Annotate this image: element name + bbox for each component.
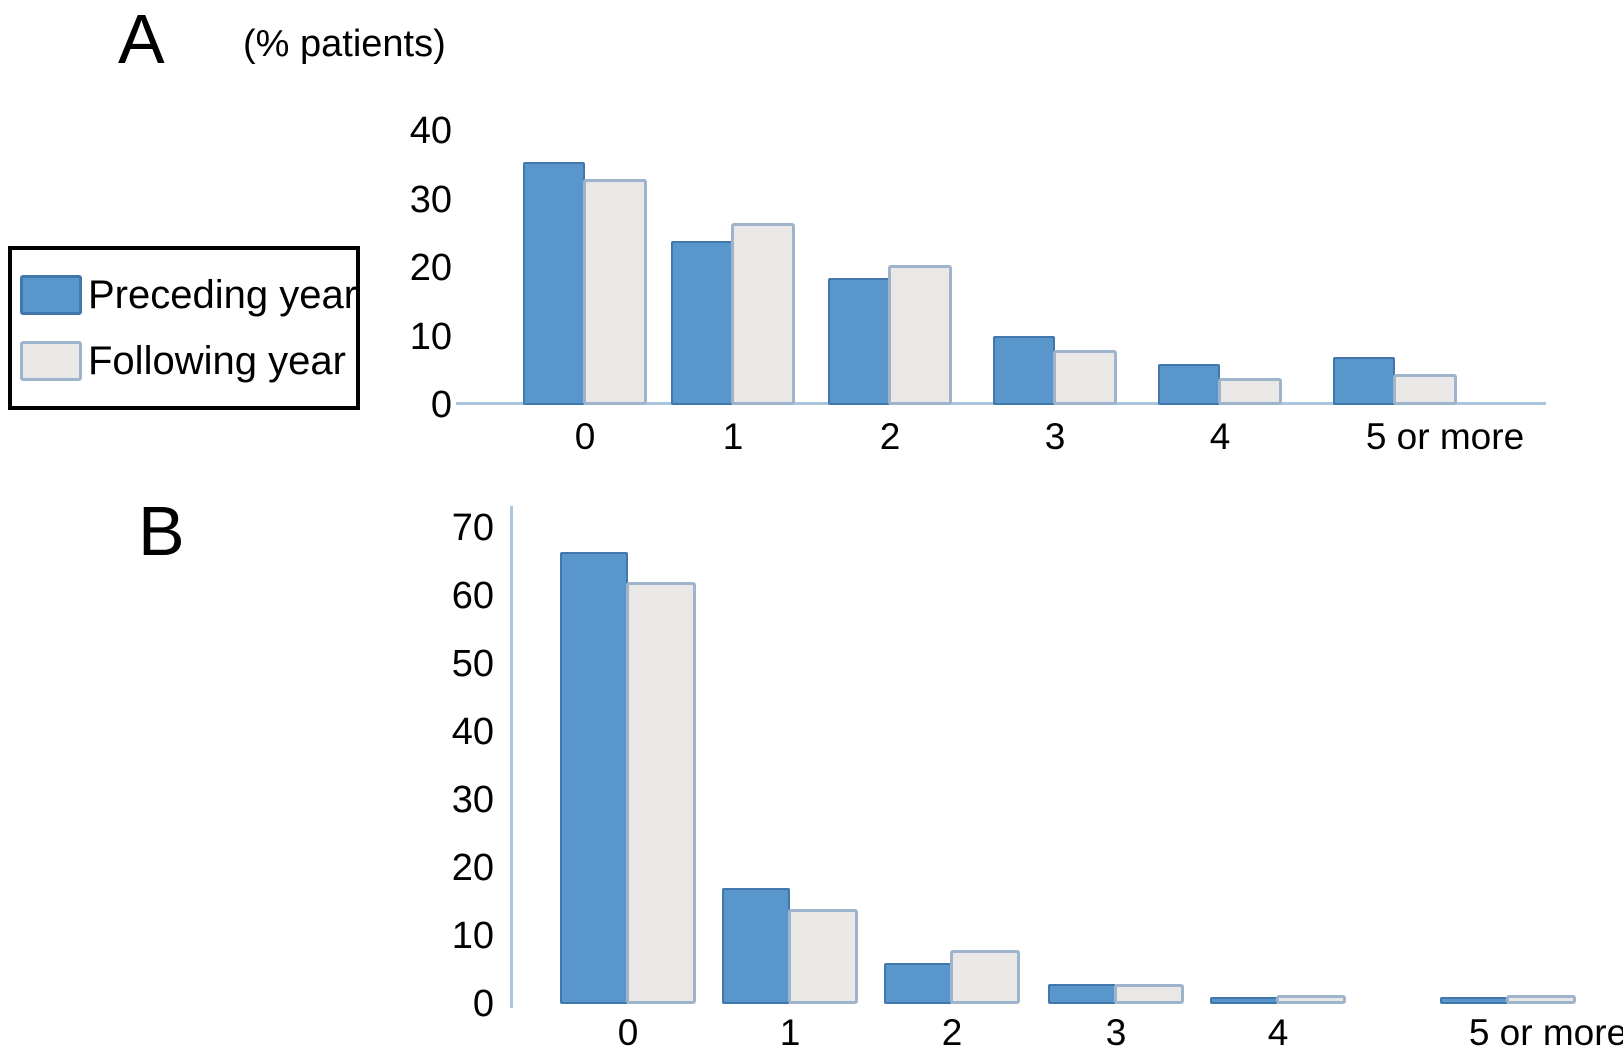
- legend-label-preceding-year: Preceding year: [88, 272, 358, 317]
- bar-preceding-year: [722, 888, 790, 1004]
- bar-following-year: [731, 223, 795, 405]
- legend-item-preceding-year: Preceding year: [20, 272, 358, 317]
- bar-preceding-year: [1440, 997, 1508, 1004]
- bar-following-year: [1393, 374, 1457, 405]
- bar-following-year: [788, 909, 858, 1004]
- y-tick-label: 0: [430, 384, 452, 426]
- y-tick-label: 60: [451, 575, 494, 617]
- bar-preceding-year: [884, 963, 952, 1004]
- y-tick-label: 30: [451, 779, 494, 821]
- bar-following-year: [1506, 995, 1576, 1004]
- panel-a-label: A: [118, 0, 166, 78]
- x-category-label: 0: [574, 416, 596, 457]
- y-tick-label: 20: [409, 247, 452, 289]
- bar-preceding-year: [1048, 984, 1116, 1004]
- x-category-label: 1: [779, 1012, 801, 1051]
- bar-following-year: [1218, 378, 1282, 405]
- bar-preceding-year: [523, 162, 585, 405]
- y-tick-label: 50: [451, 643, 494, 685]
- bar-preceding-year: [671, 241, 733, 405]
- preceding-year-swatch-icon: [20, 274, 82, 315]
- legend-item-following-year: Following year: [20, 339, 356, 383]
- bar-preceding-year: [560, 552, 628, 1004]
- bar-following-year: [1276, 995, 1346, 1004]
- y-tick-label: 40: [409, 110, 452, 152]
- bar-preceding-year: [1333, 357, 1395, 405]
- y-tick-label: 10: [451, 915, 494, 957]
- y-tick-label: 30: [409, 178, 452, 221]
- bar-preceding-year: [1210, 997, 1278, 1004]
- x-category-label: 2: [879, 416, 901, 457]
- bar-following-year: [888, 265, 952, 405]
- x-category-label: 4: [1209, 416, 1231, 457]
- bar-following-year: [1114, 984, 1184, 1004]
- x-category-label: 1: [722, 416, 744, 457]
- x-category-label: 3: [1105, 1012, 1127, 1051]
- x-category-label: 4: [1267, 1012, 1289, 1051]
- bar-following-year: [1053, 350, 1117, 405]
- x-category-label: 0: [617, 1012, 639, 1051]
- legend: Preceding year Following year: [8, 246, 360, 410]
- bar-preceding-year: [828, 278, 890, 405]
- y-tick-label: 0: [472, 983, 494, 1025]
- y-tick-label: 70: [451, 507, 494, 549]
- panel-a-axis-title: (% patients): [243, 23, 446, 65]
- bar-preceding-year: [1158, 364, 1220, 405]
- bar-following-year: [950, 950, 1020, 1004]
- legend-label-following-year: Following year: [88, 339, 346, 384]
- y-tick-label: 10: [409, 315, 452, 358]
- x-category-label: 5 or more: [1468, 1012, 1623, 1051]
- y-tick-label: 40: [451, 711, 494, 753]
- x-category-label: 2: [941, 1012, 963, 1051]
- x-category-label: 5 or more: [1365, 416, 1525, 457]
- following-year-swatch-icon: [20, 341, 82, 382]
- bar-following-year: [583, 179, 647, 405]
- panel-b-label: B: [138, 492, 186, 570]
- y-axis-line: [510, 506, 513, 1008]
- bar-following-year: [626, 582, 696, 1004]
- y-tick-label: 20: [451, 847, 494, 889]
- x-category-label: 3: [1044, 416, 1066, 457]
- bar-preceding-year: [993, 336, 1055, 405]
